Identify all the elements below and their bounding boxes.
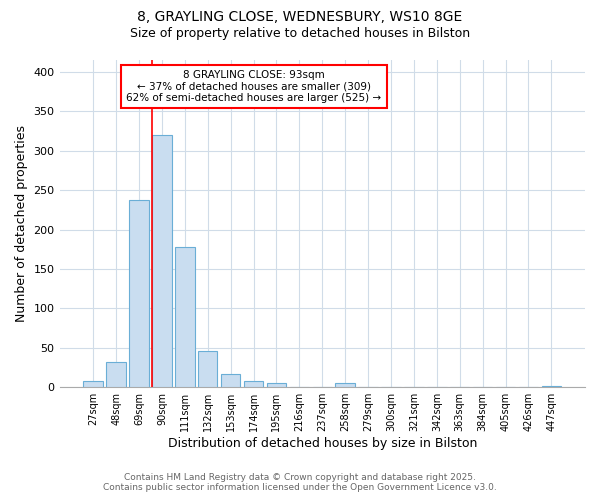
Text: Contains HM Land Registry data © Crown copyright and database right 2025.
Contai: Contains HM Land Registry data © Crown c… — [103, 473, 497, 492]
Bar — [106, 362, 126, 387]
Bar — [198, 351, 217, 387]
Bar — [129, 200, 149, 387]
Y-axis label: Number of detached properties: Number of detached properties — [15, 125, 28, 322]
Bar — [83, 381, 103, 387]
Bar — [221, 374, 241, 387]
Bar — [267, 384, 286, 387]
Bar — [175, 247, 194, 387]
Bar — [335, 384, 355, 387]
Bar — [244, 381, 263, 387]
Bar — [542, 386, 561, 387]
X-axis label: Distribution of detached houses by size in Bilston: Distribution of detached houses by size … — [167, 437, 477, 450]
Text: Size of property relative to detached houses in Bilston: Size of property relative to detached ho… — [130, 28, 470, 40]
Text: 8 GRAYLING CLOSE: 93sqm
← 37% of detached houses are smaller (309)
62% of semi-d: 8 GRAYLING CLOSE: 93sqm ← 37% of detache… — [127, 70, 382, 103]
Bar — [152, 135, 172, 387]
Text: 8, GRAYLING CLOSE, WEDNESBURY, WS10 8GE: 8, GRAYLING CLOSE, WEDNESBURY, WS10 8GE — [137, 10, 463, 24]
